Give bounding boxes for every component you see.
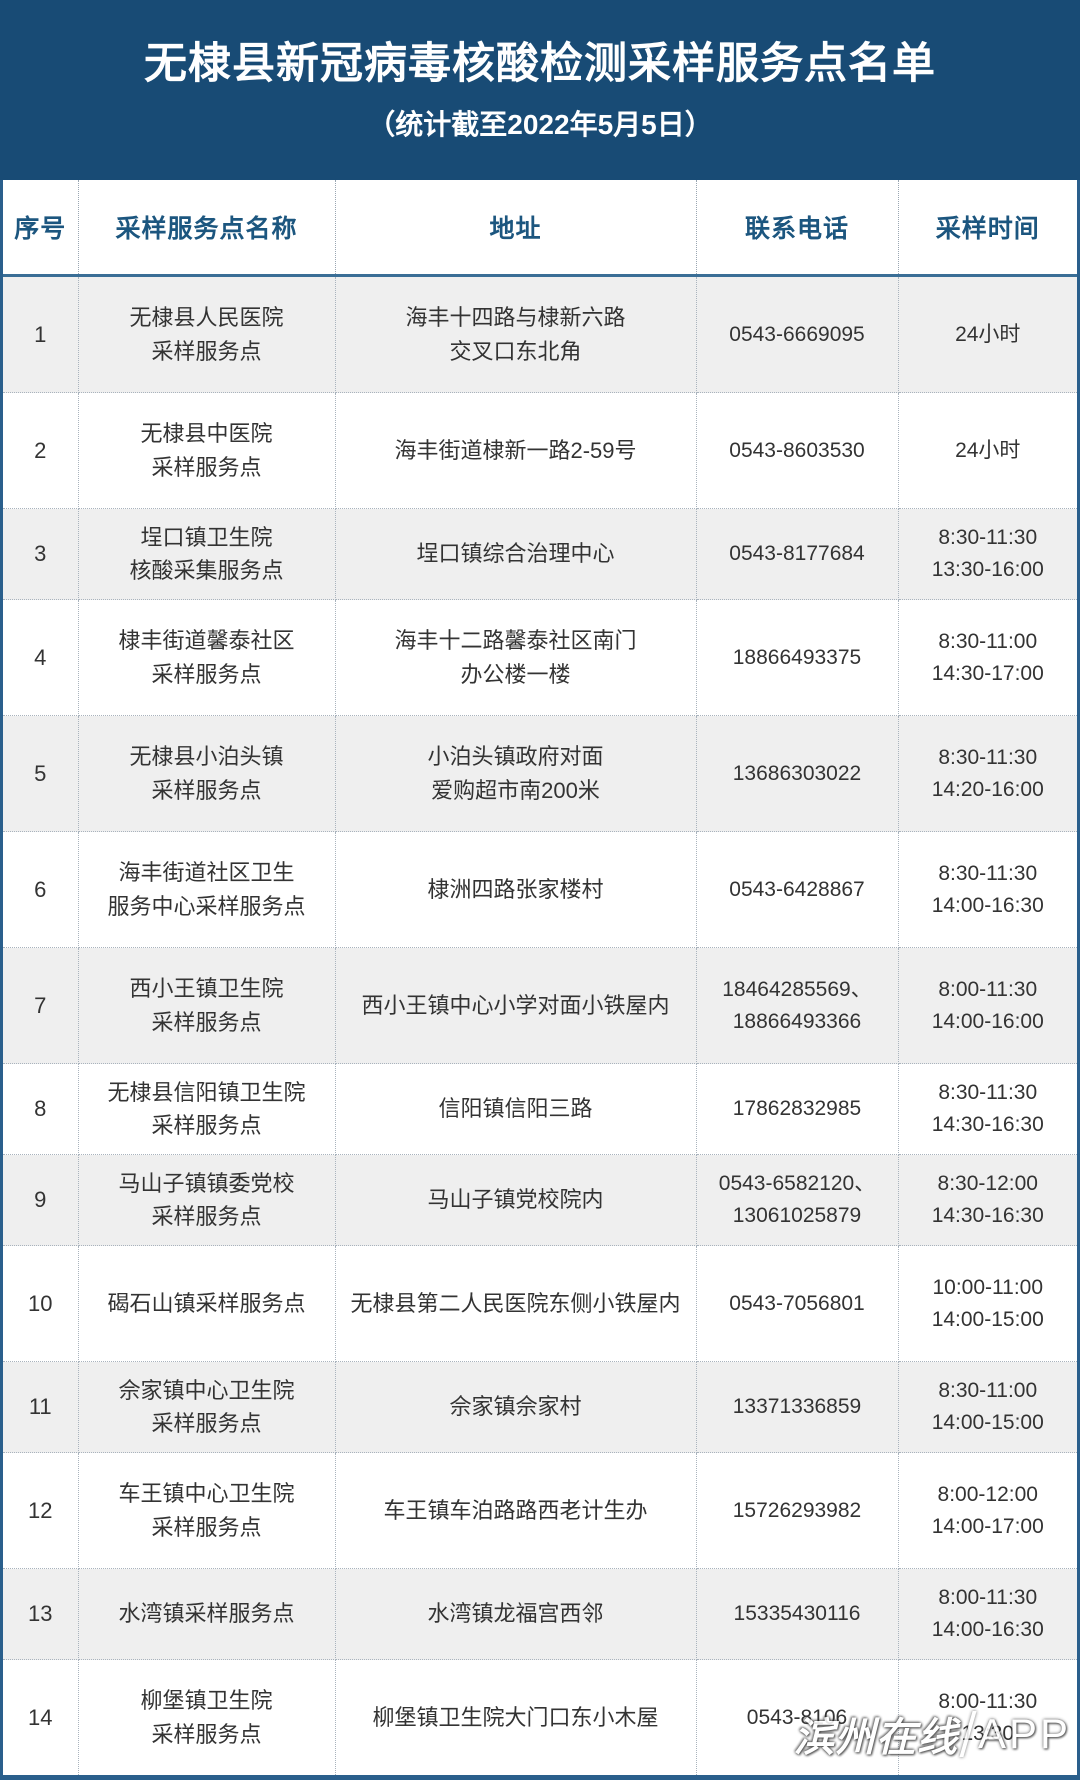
table-body: 1 无棣县人民医院 采样服务点 海丰十四路与棣新六路 交叉口东北角 0543-6669… xyxy=(3,275,1077,1775)
cell-address: 柳堡镇卫生院大门口东小木屋 xyxy=(335,1659,697,1775)
cell-index: 9 xyxy=(3,1154,79,1246)
cell-phone: 13371336859 xyxy=(696,1361,899,1453)
page-banner: 无棣县新冠病毒核酸检测采样服务点名单 （统计截至2022年5月5日） xyxy=(0,0,1080,180)
table-row: 5 无棣县小泊头镇 采样服务点 小泊头镇政府对面 爱购超市南200米 13686303… xyxy=(3,715,1077,832)
column-header-address: 地址 xyxy=(335,180,697,276)
cell-time: 8:30-12:00 14:30-16:30 xyxy=(898,1154,1077,1246)
cell-index: 13 xyxy=(3,1568,79,1660)
cell-time: 24小时 xyxy=(898,275,1077,393)
table-row: 10 碣石山镇采样服务点 无棣县第二人民医院东侧小铁屋内 0543-7056801 10… xyxy=(3,1245,1077,1362)
cell-time: 8:00-11:30 14:00-16:30 xyxy=(898,1568,1077,1660)
cell-time: 8:30-11:00 14:00-15:00 xyxy=(898,1361,1077,1453)
cell-index: 14 xyxy=(3,1659,79,1775)
cell-name: 马山子镇镇委党校 采样服务点 xyxy=(78,1154,336,1246)
cell-address: 无棣县第二人民医院东侧小铁屋内 xyxy=(335,1245,697,1362)
cell-name: 棣丰街道馨泰社区 采样服务点 xyxy=(78,599,336,716)
cell-name: 无棣县中医院 采样服务点 xyxy=(78,392,336,509)
cell-phone: 0543-8603530 xyxy=(696,392,899,509)
cell-index: 12 xyxy=(3,1452,79,1569)
cell-name: 无棣县人民医院 采样服务点 xyxy=(78,275,336,393)
column-header-phone: 联系电话 xyxy=(696,180,899,276)
cell-address: 佘家镇佘家村 xyxy=(335,1361,697,1453)
cell-time: 8:00-11:30 14:00-16:00 xyxy=(898,947,1077,1064)
cell-address: 海丰街道棣新一路2-59号 xyxy=(335,392,697,509)
table-row: 6 海丰街道社区卫生 服务中心采样服务点 棣洲四路张家楼村 0543-6428867 8… xyxy=(3,831,1077,948)
cell-index: 11 xyxy=(3,1361,79,1453)
cell-phone: 15335430116 xyxy=(696,1568,899,1660)
cell-phone: 15726293982 xyxy=(696,1452,899,1569)
cell-time: 8:00-11:30 13:30 xyxy=(898,1659,1077,1775)
table-row: 1 无棣县人民医院 采样服务点 海丰十四路与棣新六路 交叉口东北角 0543-6669… xyxy=(3,275,1077,393)
cell-name: 佘家镇中心卫生院 采样服务点 xyxy=(78,1361,336,1453)
page-subtitle: （统计截至2022年5月5日） xyxy=(367,108,713,140)
page-title: 无棣县新冠病毒核酸检测采样服务点名单 xyxy=(144,40,936,89)
cell-time: 8:30-11:00 14:30-17:00 xyxy=(898,599,1077,716)
cell-time: 8:30-11:30 13:30-16:00 xyxy=(898,508,1077,600)
cell-name: 车王镇中心卫生院 采样服务点 xyxy=(78,1452,336,1569)
cell-address: 海丰十二路馨泰社区南门 办公楼一楼 xyxy=(335,599,697,716)
table-row: 13 水湾镇采样服务点 水湾镇龙福宫西邻 15335430116 8:00-11:30 … xyxy=(3,1568,1077,1660)
cell-phone: 0543-6669095 xyxy=(696,275,899,393)
cell-address: 水湾镇龙福宫西邻 xyxy=(335,1568,697,1660)
cell-index: 3 xyxy=(3,508,79,600)
table-row: 8 无棣县信阳镇卫生院 采样服务点 信阳镇信阳三路 17862832985 8:30-1… xyxy=(3,1063,1077,1155)
sampling-sites-table: 序号 采样服务点名称 地址 联系电话 采样时间 1 无棣县人民医院 采样服务点 海丰… xyxy=(3,180,1077,1775)
table-row: 2 无棣县中医院 采样服务点 海丰街道棣新一路2-59号 0543-8603530 24… xyxy=(3,392,1077,509)
cell-name: 埕口镇卫生院 核酸采集服务点 xyxy=(78,508,336,600)
table-header-row: 序号 采样服务点名称 地址 联系电话 采样时间 xyxy=(3,180,1077,276)
cell-name: 海丰街道社区卫生 服务中心采样服务点 xyxy=(78,831,336,948)
cell-phone: 17862832985 xyxy=(696,1063,899,1155)
cell-name: 柳堡镇卫生院 采样服务点 xyxy=(78,1659,336,1775)
cell-phone: 0543-8177684 xyxy=(696,508,899,600)
cell-time: 8:30-11:30 14:00-16:30 xyxy=(898,831,1077,948)
cell-index: 1 xyxy=(3,275,79,393)
cell-phone: 13686303022 xyxy=(696,715,899,832)
cell-time: 8:30-11:30 14:30-16:30 xyxy=(898,1063,1077,1155)
cell-phone: 18866493375 xyxy=(696,599,899,716)
cell-time: 8:30-11:30 14:20-16:00 xyxy=(898,715,1077,832)
cell-address: 埕口镇综合治理中心 xyxy=(335,508,697,600)
cell-address: 海丰十四路与棣新六路 交叉口东北角 xyxy=(335,275,697,393)
cell-address: 棣洲四路张家楼村 xyxy=(335,831,697,948)
cell-index: 8 xyxy=(3,1063,79,1155)
cell-name: 无棣县信阳镇卫生院 采样服务点 xyxy=(78,1063,336,1155)
cell-address: 马山子镇党校院内 xyxy=(335,1154,697,1246)
column-header-index: 序号 xyxy=(3,180,79,276)
table-row: 4 棣丰街道馨泰社区 采样服务点 海丰十二路馨泰社区南门 办公楼一楼 18866493… xyxy=(3,599,1077,716)
cell-phone: 0543-7056801 xyxy=(696,1245,899,1362)
cell-index: 6 xyxy=(3,831,79,948)
cell-address: 小泊头镇政府对面 爱购超市南200米 xyxy=(335,715,697,832)
table-row: 12 车王镇中心卫生院 采样服务点 车王镇车泊路路西老计生办 15726293982 8… xyxy=(3,1452,1077,1569)
cell-time: 24小时 xyxy=(898,392,1077,509)
cell-phone: 0543-8106 xyxy=(696,1659,899,1775)
column-header-name: 采样服务点名称 xyxy=(78,180,336,276)
cell-name: 水湾镇采样服务点 xyxy=(78,1568,336,1660)
table-row: 14 柳堡镇卫生院 采样服务点 柳堡镇卫生院大门口东小木屋 0543-8106 8:00… xyxy=(3,1659,1077,1775)
table-row: 9 马山子镇镇委党校 采样服务点 马山子镇党校院内 0543-6582120、 130… xyxy=(3,1154,1077,1246)
table-row: 7 西小王镇卫生院 采样服务点 西小王镇中心小学对面小铁屋内 18464285569、… xyxy=(3,947,1077,1064)
cell-time: 8:00-12:00 14:00-17:00 xyxy=(898,1452,1077,1569)
table-row: 3 埕口镇卫生院 核酸采集服务点 埕口镇综合治理中心 0543-8177684 8:30… xyxy=(3,508,1077,600)
cell-time: 10:00-11:00 14:00-15:00 xyxy=(898,1245,1077,1362)
cell-phone: 18464285569、 18866493366 xyxy=(696,947,899,1064)
listing-table-container: 序号 采样服务点名称 地址 联系电话 采样时间 1 无棣县人民医院 采样服务点 海丰… xyxy=(0,180,1080,1780)
table-row: 11 佘家镇中心卫生院 采样服务点 佘家镇佘家村 13371336859 8:30-11… xyxy=(3,1361,1077,1453)
cell-index: 4 xyxy=(3,599,79,716)
cell-address: 信阳镇信阳三路 xyxy=(335,1063,697,1155)
cell-phone: 0543-6428867 xyxy=(696,831,899,948)
cell-index: 5 xyxy=(3,715,79,832)
cell-address: 西小王镇中心小学对面小铁屋内 xyxy=(335,947,697,1064)
cell-name: 西小王镇卫生院 采样服务点 xyxy=(78,947,336,1064)
cell-address: 车王镇车泊路路西老计生办 xyxy=(335,1452,697,1569)
cell-phone: 0543-6582120、 13061025879 xyxy=(696,1154,899,1246)
table-header: 序号 采样服务点名称 地址 联系电话 采样时间 xyxy=(3,180,1077,276)
cell-index: 2 xyxy=(3,392,79,509)
cell-name: 无棣县小泊头镇 采样服务点 xyxy=(78,715,336,832)
cell-index: 10 xyxy=(3,1245,79,1362)
cell-index: 7 xyxy=(3,947,79,1064)
cell-name: 碣石山镇采样服务点 xyxy=(78,1245,336,1362)
column-header-time: 采样时间 xyxy=(898,180,1077,276)
